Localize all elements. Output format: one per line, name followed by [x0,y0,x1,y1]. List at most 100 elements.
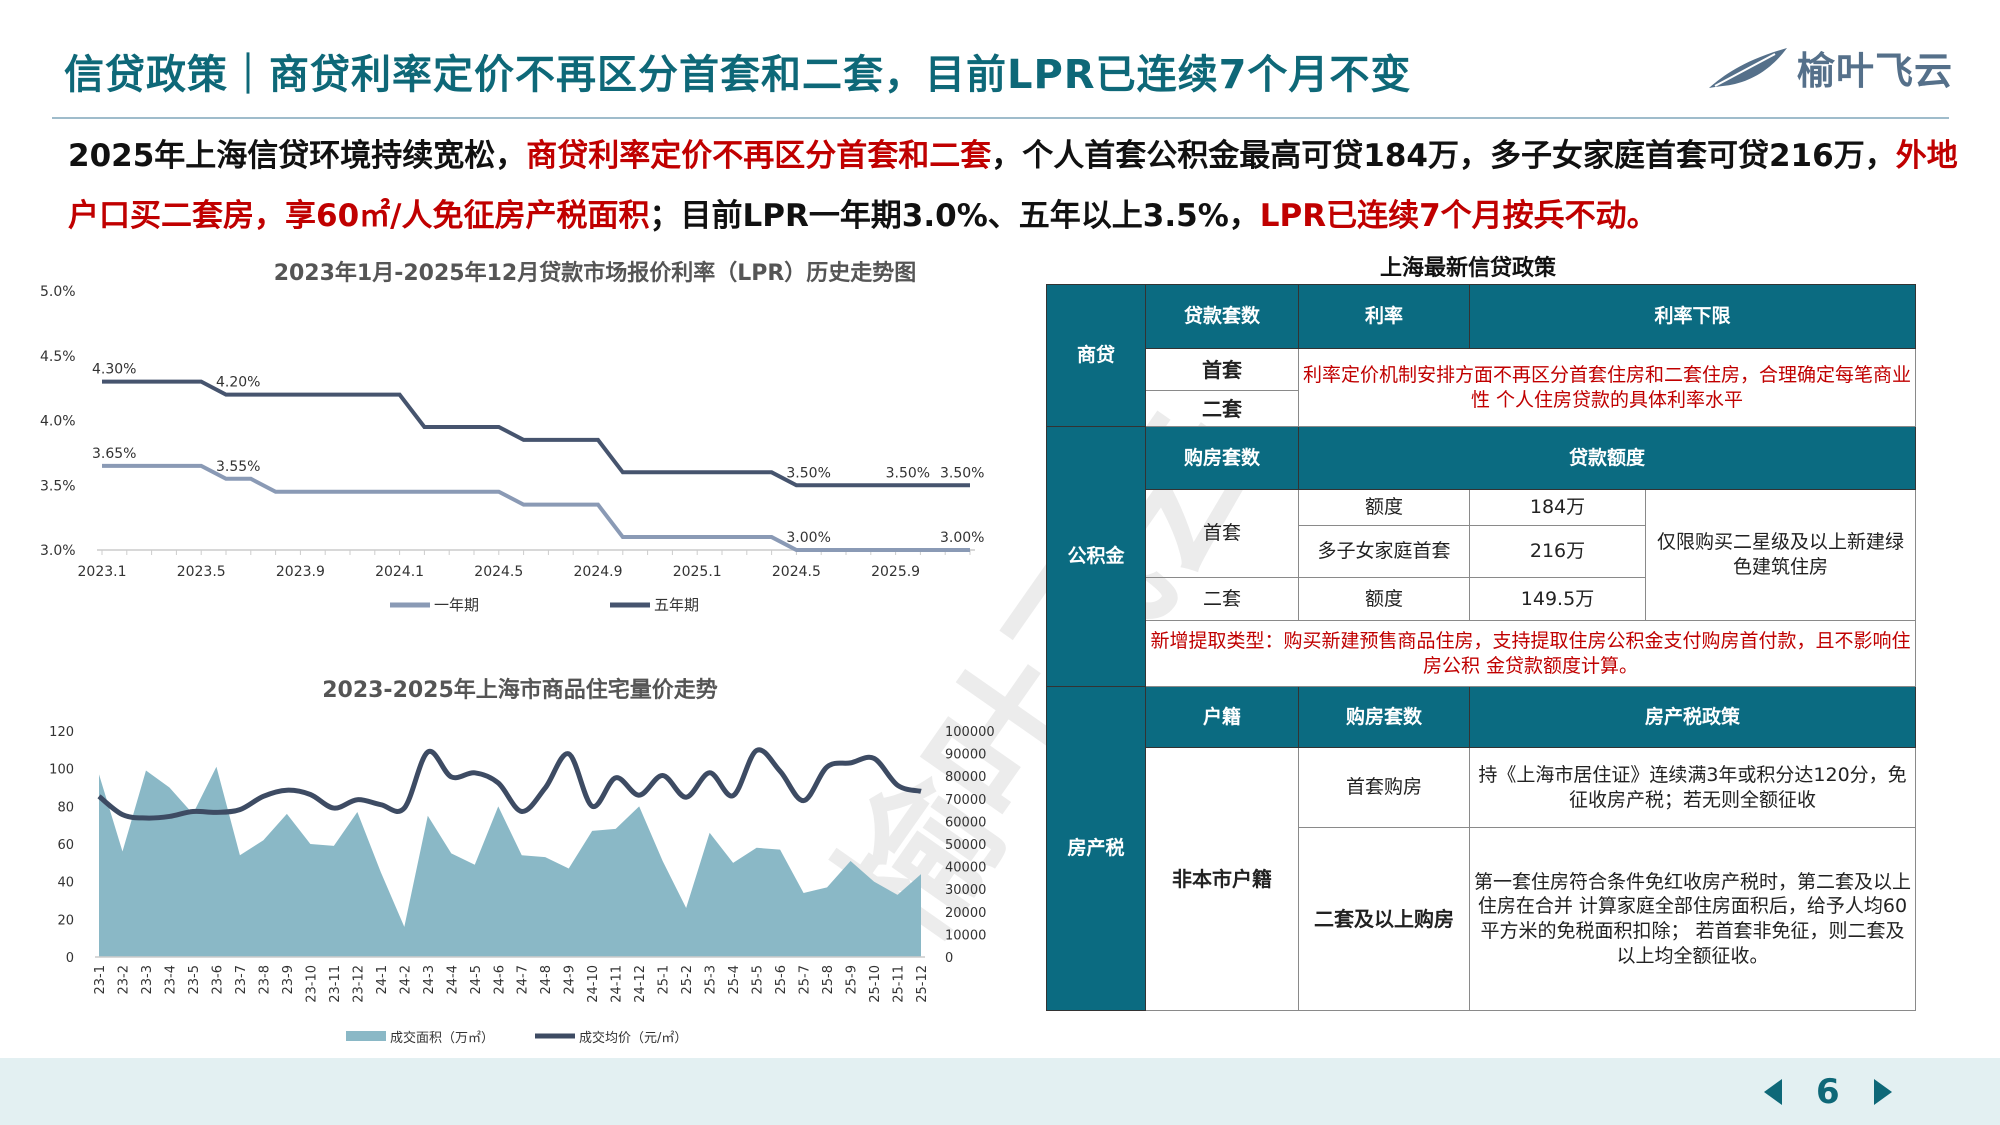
lpr-chart: 3.0% 3.5% 4.0% 4.5% 5.0% 2023.1 2023.5 2023.9 20… [40,284,984,614]
series-line-5y [102,379,970,488]
summary-highlight: LPR已连续7个月按兵不动。 [1259,198,1658,234]
x-tick-label: 2025.9 [871,564,920,580]
legend-swatch [346,1031,386,1041]
prev-page-icon[interactable] [1762,1077,1784,1107]
cell-restriction: 仅限购买二星级及以上新建绿色建筑住房 [1644,489,1917,621]
x-tick-label: 24-8 [539,965,554,995]
cell: 多子女家庭首套 [1298,525,1470,578]
x-tick-label: 23-2 [116,965,131,995]
cell: 首套购房 [1298,747,1470,828]
col-header: 户籍 [1145,686,1299,748]
y-tick-label: 5.0% [40,284,76,300]
y-left-tick-label: 80 [57,800,74,815]
y-tick-label: 4.0% [40,414,76,430]
y-right-tick-label: 40000 [945,861,986,876]
x-tick-label: 23-6 [210,965,225,995]
x-tick-label: 25-9 [845,965,860,995]
y-right-tick-label: 100000 [945,725,995,740]
x-tick-label: 25-2 [680,965,695,995]
volume-price-chart: 0 20 40 60 80 100 120 0 10000 20000 30000 40000 5000… [49,725,995,1046]
x-tick-label: 24-5 [469,965,484,995]
x-tick-label: 23-7 [234,965,249,995]
page-number: 6 [1816,1072,1840,1112]
x-tick-label: 2024.5 [474,564,523,580]
cell: 额度 [1298,489,1470,526]
x-tick-label: 23-1 [93,965,108,995]
y-right-tick-label: 80000 [945,770,986,785]
cell-fund-note: 新增提取类型：购买新建预售商品住房，支持提取住房公积金支付购房首付款，且不影响住… [1144,620,1917,687]
cell: 第一套住房符合条件免红收房产税时，第二套及以上住房在合并 计算家庭全部住房面积后… [1468,827,1917,1011]
cell: 二套 [1145,390,1299,427]
legend-label: 成交面积（万㎡） [390,1030,494,1046]
pagination: 6 [1762,1072,1894,1112]
cell-rate-note: 利率定价机制安排方面不再区分首套住房和二套住房，合理确定每笔商业性 个人住房贷款… [1297,348,1917,427]
x-tick-label: 23-9 [281,965,296,995]
x-tick-label: 23-3 [140,965,155,995]
col-header: 利率 [1298,284,1470,349]
footer-bar [0,1058,2000,1125]
y-left-tick-label: 20 [57,913,74,928]
cell: 首套 [1145,348,1299,391]
lpr-chart-title: 2023年1月-2025年12月贷款市场报价利率（LPR）历史走势图 [273,261,917,286]
page-title: 信贷政策｜商贷利率定价不再区分首套和二套，目前LPR已连续7个月不变 [64,52,1412,98]
x-tick-label: 2024.1 [375,564,424,580]
data-label: 3.55% [216,459,260,475]
x-tick-label: 24-9 [563,965,578,995]
x-tick-label: 24-6 [492,965,507,995]
summary-part: 2025年上海信贷环境持续宽松， [68,138,527,174]
summary-highlight: 外地户口买二套房，享60㎡/人免征房产税面积 [68,138,1958,234]
next-page-icon[interactable] [1872,1077,1894,1107]
y-left-tick-label: 100 [49,763,74,778]
x-tick-label: 24-1 [375,965,390,995]
y-tick-label: 3.5% [40,478,76,494]
x-tick-label: 24-2 [398,965,413,995]
cell: 149.5万 [1469,577,1646,621]
volume-price-chart-title: 2023-2025年上海市商品住宅量价走势 [322,678,718,703]
data-label: 3.50% [940,465,984,481]
summary-paragraph: 2025年上海信贷环境持续宽松，商贷利率定价不再区分首套和二套，个人首套公积金最… [68,126,1958,246]
header-divider [52,117,1949,119]
col-header: 贷款额度 [1297,426,1917,490]
x-tick-label: 23-11 [328,965,343,1003]
x-tick-label: 24-3 [422,965,437,995]
table-title: 上海最新信贷政策 [1380,256,1557,281]
summary-highlight: 商贷利率定价不再区分首套和二套 [526,138,992,174]
y-right-tick-label: 10000 [945,928,986,943]
y-right-tick-label: 30000 [945,883,986,898]
data-label: 3.00% [940,530,984,546]
x-tick-label: 24-12 [633,965,648,1003]
section-fund: 公积金 [1046,426,1146,687]
y-right-tick-label: 0 [945,951,953,966]
x-tick-label: 25-11 [892,965,907,1003]
series-line-1y [102,463,970,552]
cell: 首套 [1145,489,1299,578]
x-tick-label: 25-8 [821,965,836,995]
cell: 184万 [1469,489,1646,526]
col-header: 购房套数 [1145,426,1299,490]
legend-label: 成交均价（元/㎡） [579,1030,687,1046]
x-tick-label: 2023.5 [177,564,226,580]
section-commercial: 商贷 [1046,284,1146,427]
x-tick-label: 2024.9 [574,564,623,580]
x-tick-label: 2025.1 [673,564,722,580]
data-label: 4.30% [92,362,136,378]
x-tick-label: 24-4 [445,965,460,995]
x-tick-label: 23-10 [304,965,319,1003]
col-header: 房产税政策 [1468,686,1917,748]
y-right-tick-label: 20000 [945,906,986,921]
x-tick-label: 25-6 [774,965,789,995]
x-tick-label: 23-4 [163,965,178,995]
x-tick-label: 24-10 [586,965,601,1003]
cell: 216万 [1469,525,1646,578]
x-tick-label: 25-3 [704,965,719,995]
cell: 二套 [1145,577,1299,621]
x-tick-label: 24-11 [610,965,625,1003]
y-tick-label: 4.5% [40,349,76,365]
x-tick-label: 25-10 [868,965,883,1003]
x-tick-label: 24-7 [516,965,531,995]
summary-part: ，个人首套公积金最高可贷184万，多子女家庭首套可贷216万， [991,138,1896,174]
logo-text: 榆叶飞云 [1797,49,1954,93]
data-label: 3.00% [786,530,830,546]
y-right-tick-label: 70000 [945,793,986,808]
x-tick-label: 25-12 [915,965,930,1003]
